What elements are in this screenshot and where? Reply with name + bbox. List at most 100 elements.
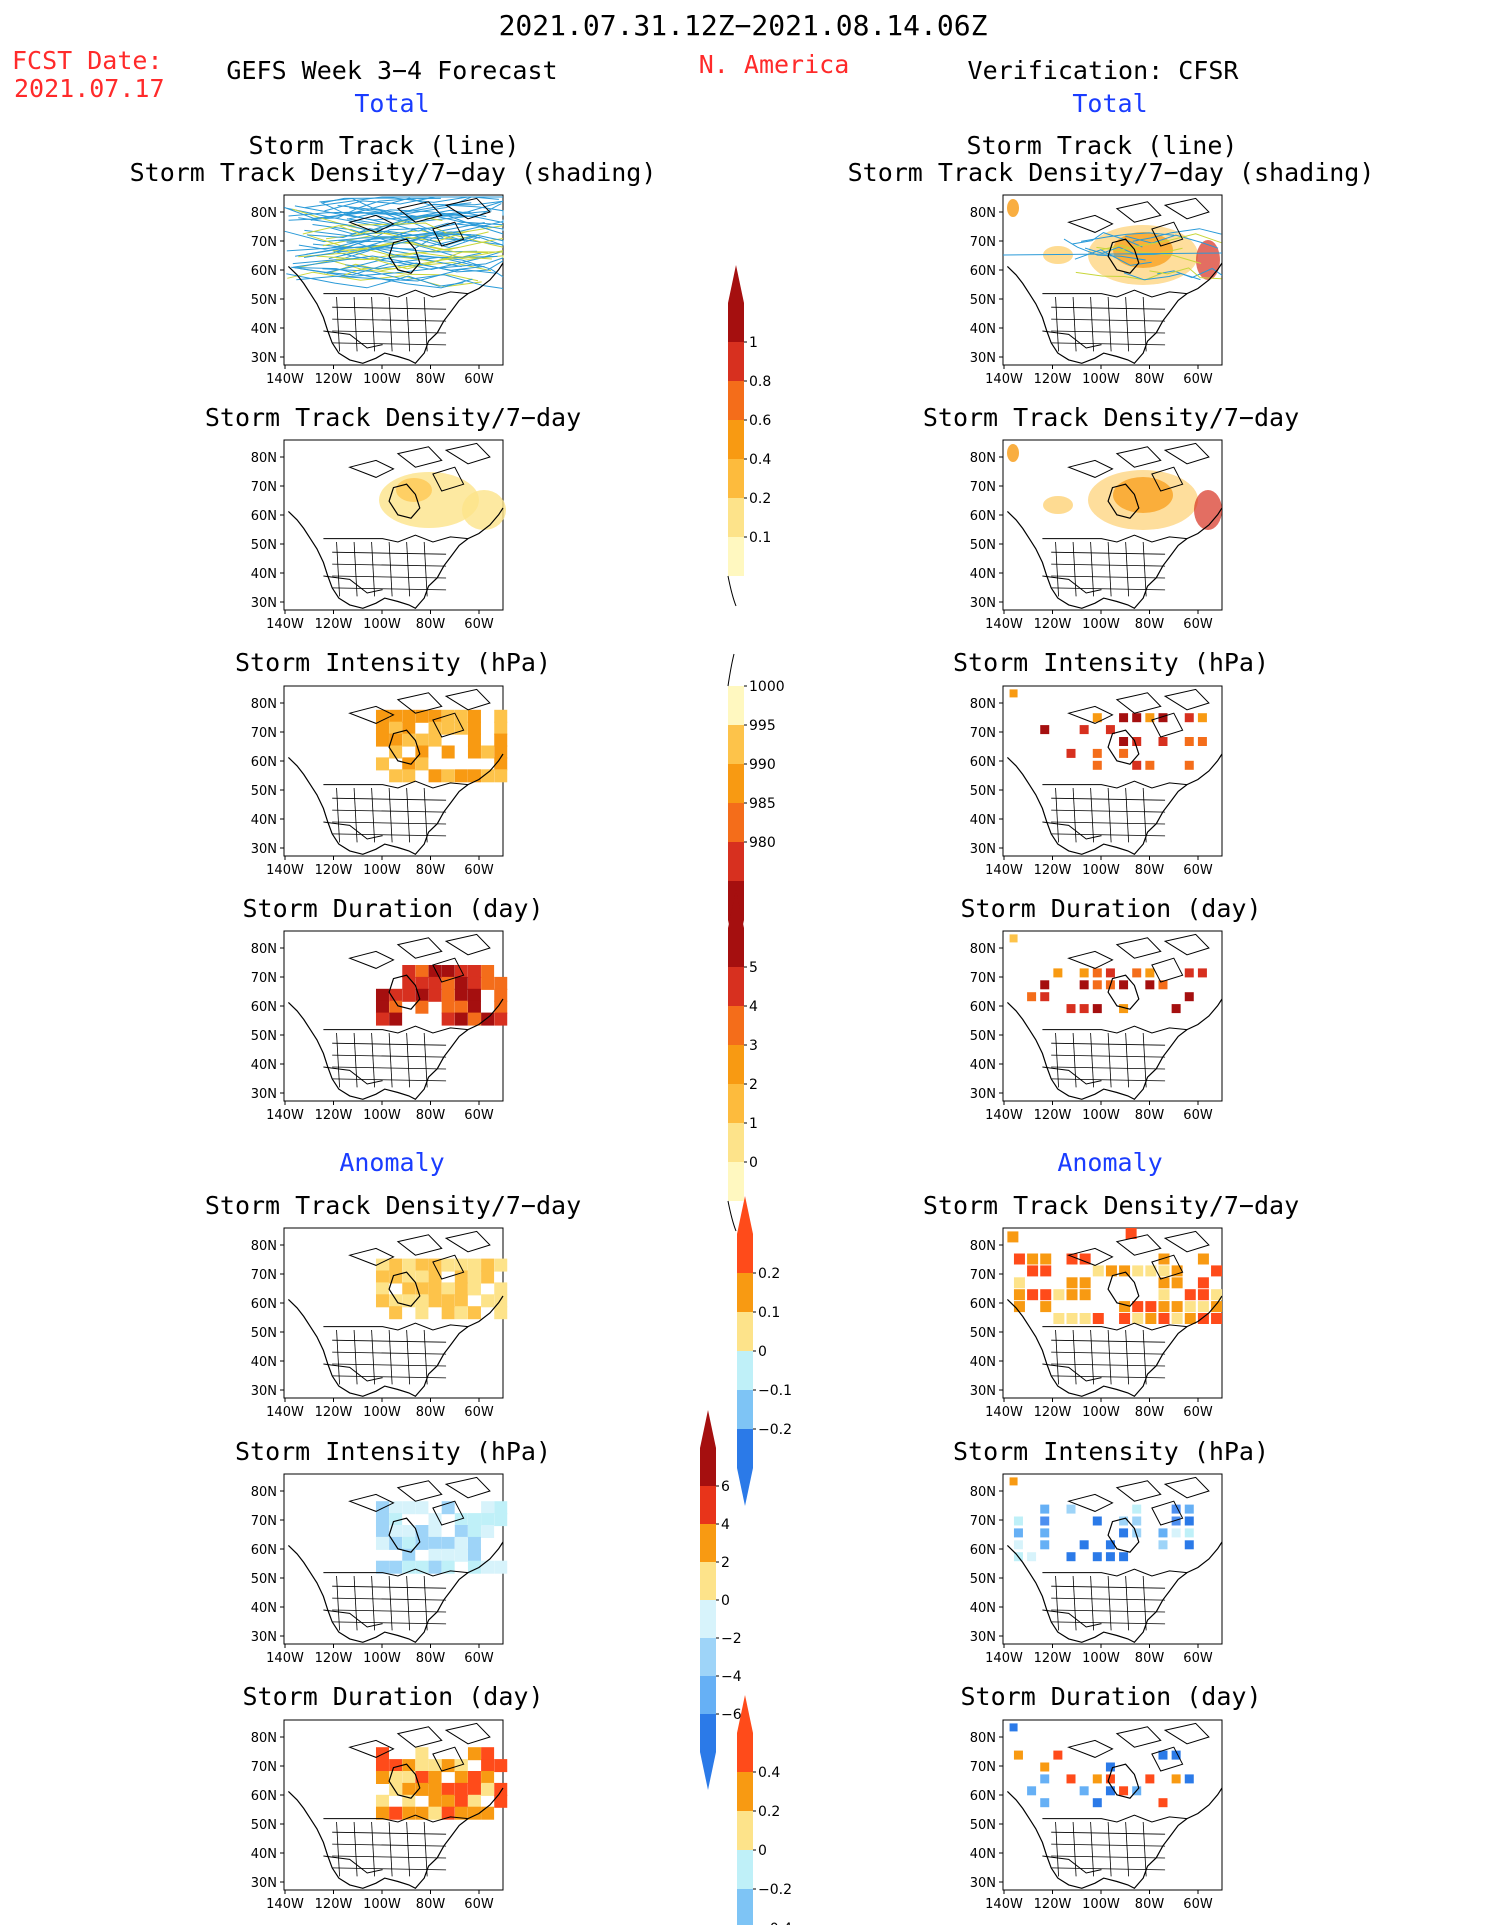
lon-tick-label: 120W	[1034, 1897, 1072, 1912]
right-total-label: Total	[1072, 89, 1148, 118]
lon-tick-label: 120W	[315, 617, 353, 632]
lon-tick-label: 140W	[985, 863, 1023, 878]
state-line	[388, 1329, 393, 1385]
us-canada-border	[1042, 780, 1188, 789]
density-blob	[379, 472, 479, 528]
grid-cell	[1171, 1774, 1181, 1784]
grid-cell	[1119, 1528, 1129, 1538]
state-line	[336, 1329, 340, 1385]
grid-cell	[454, 1294, 468, 1308]
state-line	[371, 1032, 375, 1088]
grid-cell	[494, 1513, 508, 1527]
state-line	[423, 541, 428, 597]
density-blob	[1043, 496, 1073, 514]
grid-cell	[467, 965, 481, 978]
lat-tick-label: 60N	[251, 1789, 277, 1804]
colorbar-segment	[728, 928, 744, 967]
state-line	[1051, 563, 1166, 567]
colorbar-tail	[727, 653, 735, 687]
lon-tick-label: 80W	[1135, 1108, 1165, 1123]
us-mexico-border	[323, 1609, 383, 1628]
state-line	[1055, 1575, 1059, 1631]
grid-cell	[375, 721, 389, 735]
state-line	[332, 330, 447, 334]
arctic-island	[1115, 1726, 1162, 1748]
colorbar-duration_anom: 0.4 0.2 0 −0.2 −0.4	[737, 1695, 792, 1925]
us-mexico-border	[1042, 1609, 1102, 1628]
state-line	[332, 1375, 447, 1379]
grid-cell	[389, 1012, 403, 1026]
hudson-bay	[1107, 1271, 1140, 1307]
lat-tick-label: 50N	[251, 1572, 277, 1587]
storm-track-line	[1063, 238, 1146, 261]
state-line	[423, 296, 428, 352]
colorbar-label: 3	[749, 1038, 758, 1054]
grid-cell	[1184, 968, 1194, 978]
state-line	[1107, 1575, 1112, 1631]
grid-cell	[467, 1258, 481, 1272]
grid-cell	[1158, 1750, 1168, 1760]
state-line	[1107, 787, 1112, 843]
grid-cell	[1105, 1762, 1115, 1772]
colorbar-intensity_anom: 6 4 2 0 −2 −4 −6	[700, 1410, 742, 1790]
lat-tick-label: 70N	[970, 1268, 996, 1283]
grid-cell	[494, 1501, 508, 1515]
state-line	[1072, 1329, 1077, 1385]
coastline	[1006, 1541, 1223, 1644]
state-line	[353, 787, 358, 843]
state-line	[353, 1032, 358, 1088]
grid-cell	[1197, 1277, 1209, 1289]
grid-cell	[481, 965, 495, 978]
lon-tick-label: 80W	[416, 863, 446, 878]
state-line	[1107, 1329, 1112, 1385]
grid-cell	[1119, 713, 1129, 723]
arctic-island	[396, 201, 443, 223]
grid-cell	[454, 1806, 468, 1820]
lat-tick-label: 40N	[970, 322, 996, 337]
state-line	[1051, 1609, 1166, 1613]
map-intensity-left: 80N 70N 60N 50N 40N 30N 140W 120W 100W 80W 60W	[251, 685, 508, 878]
hudson-bay	[388, 974, 421, 1010]
lon-tick-label: 120W	[315, 1897, 353, 1912]
colorbar-label: 0.8	[749, 374, 771, 390]
arctic-island	[1151, 221, 1184, 247]
colorbar-segment	[700, 1448, 716, 1486]
lon-tick-label: 120W	[1034, 863, 1072, 878]
hudson-bay	[1107, 729, 1140, 765]
colorbar-segment	[737, 1312, 753, 1351]
grid-cell	[494, 1000, 508, 1014]
colorbar-label: −0.4	[758, 1921, 792, 1925]
colorbar-tail	[727, 575, 737, 607]
state-line	[1055, 296, 1059, 352]
lon-tick-label: 140W	[985, 372, 1023, 387]
lon-tick-label: 100W	[363, 1405, 401, 1420]
state-line	[1051, 330, 1166, 334]
arctic-island	[396, 1726, 443, 1748]
grid-cell	[494, 757, 508, 771]
state-line	[353, 541, 358, 597]
state-line	[1125, 541, 1130, 597]
colorbar-segment	[700, 1638, 716, 1676]
arctic-island	[432, 712, 465, 738]
grid-cell	[494, 745, 508, 759]
grid-cell	[375, 1771, 389, 1784]
lat-tick-label: 70N	[970, 1760, 996, 1775]
colorbar-label: 0	[721, 1593, 730, 1609]
map-frame	[1002, 194, 1223, 366]
grid-cell	[389, 1258, 403, 1272]
map-intensity-anom-left: 80N 70N 60N 50N 40N 30N 140W 120W 100W 80W 60W	[251, 1473, 508, 1666]
colorbar-label: 1	[749, 1116, 758, 1132]
lon-tick-label: 60W	[1183, 617, 1213, 632]
grid-cell	[415, 988, 429, 1002]
density-blob	[462, 490, 506, 530]
grid-cell	[454, 1759, 468, 1773]
grid-cell	[428, 709, 442, 723]
colorbar-label: −6	[721, 1707, 742, 1723]
state-line	[332, 306, 447, 310]
lon-tick-label: 60W	[464, 372, 494, 387]
us-canada-border	[323, 289, 469, 298]
lat-tick-label: 80N	[970, 206, 996, 221]
grid-cell	[415, 1525, 429, 1538]
coastline	[287, 1295, 504, 1398]
grid-cell	[494, 733, 508, 747]
